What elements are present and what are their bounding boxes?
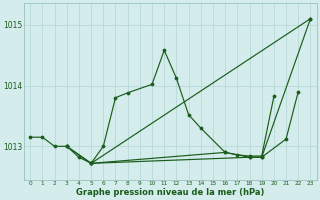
X-axis label: Graphe pression niveau de la mer (hPa): Graphe pression niveau de la mer (hPa) — [76, 188, 265, 197]
